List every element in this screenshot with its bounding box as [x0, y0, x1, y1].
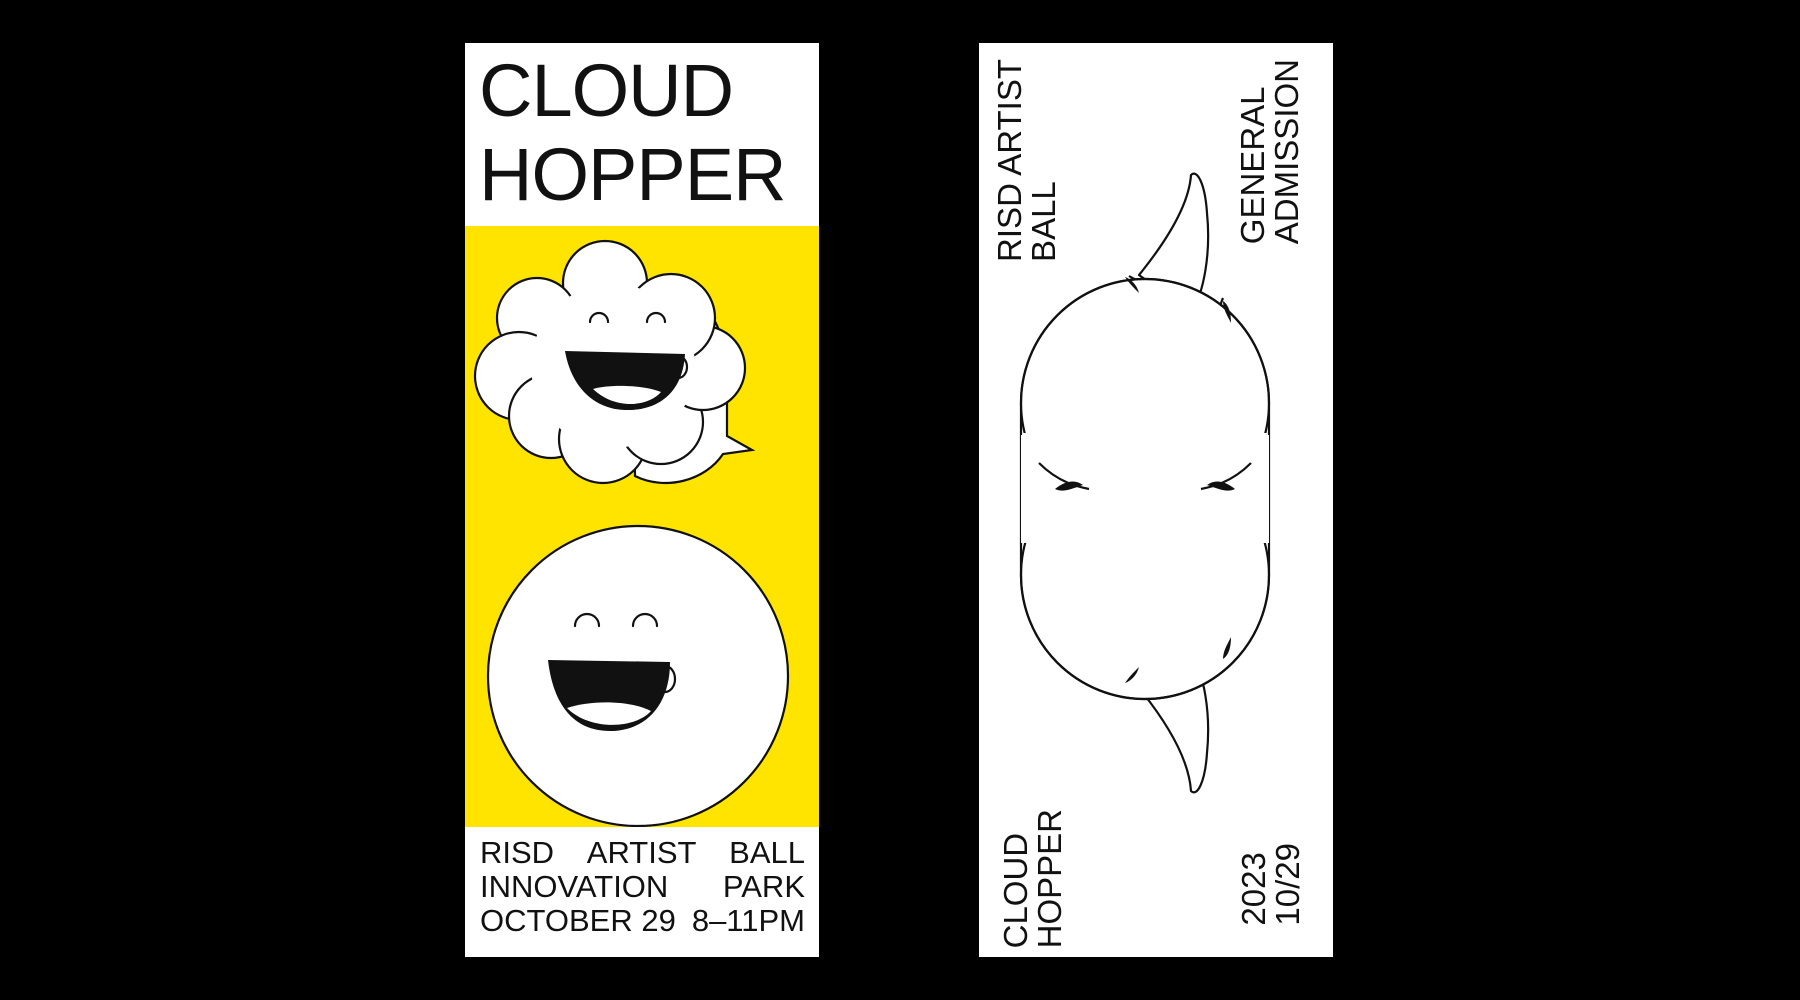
back-title: CLOUD HOPPER — [997, 809, 1068, 949]
back-ticket: RISD ARTIST BALL GENERAL ADMISSION CLOUD… — [979, 43, 1333, 957]
back-admission-line-2: ADMISSION — [1268, 59, 1305, 245]
back-date: 2023 10/29 — [1235, 843, 1306, 926]
info-artist: ARTIST — [586, 835, 697, 870]
info-date: OCTOBER 29 — [480, 903, 676, 938]
event-info: RISD ARTIST BALL INNOVATION PARK OCTOBER… — [480, 836, 805, 938]
back-admission: GENERAL ADMISSION — [1234, 59, 1305, 245]
back-event-line-2: BALL — [1025, 181, 1062, 262]
info-time: 8–11PM — [691, 903, 805, 938]
back-date-day: 10/29 — [1269, 843, 1306, 926]
back-date-year: 2023 — [1235, 852, 1272, 926]
front-title: CLOUD HOPPER — [479, 49, 787, 217]
back-event-line-1: RISD ARTIST — [991, 59, 1028, 262]
info-row-event: RISD ARTIST BALL — [480, 836, 805, 870]
cloud-outline-icon — [1019, 172, 1271, 794]
info-park: PARK — [722, 869, 805, 904]
back-admission-line-1: GENERAL — [1234, 86, 1271, 245]
front-ticket: CLOUD HOPPER — [465, 43, 819, 957]
illustration-panel — [465, 226, 819, 827]
back-title-line-1: CLOUD — [997, 832, 1034, 949]
back-title-line-2: HOPPER — [1031, 809, 1068, 949]
front-title-line-1: CLOUD — [479, 49, 734, 132]
front-title-line-2: HOPPER — [479, 133, 787, 216]
info-row-venue: INNOVATION PARK — [480, 870, 805, 904]
info-risd: RISD — [480, 835, 555, 870]
info-row-date: OCTOBER 29 8–11PM — [480, 904, 805, 938]
cloud-and-sphere-smiling-faces-icon — [473, 239, 790, 827]
info-innovation: INNOVATION — [480, 869, 669, 904]
info-ball: BALL — [729, 835, 805, 870]
back-event-name: RISD ARTIST BALL — [991, 59, 1062, 262]
